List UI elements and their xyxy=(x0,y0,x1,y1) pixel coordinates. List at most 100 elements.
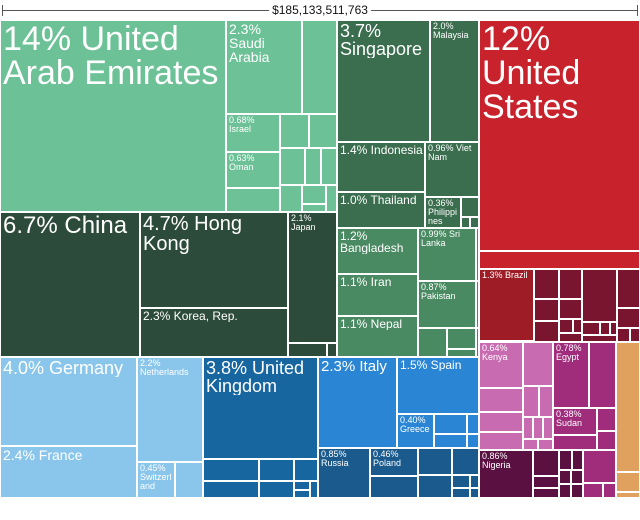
total-value-bar: $185,133,511,763 xyxy=(0,0,640,20)
treemap-cell-label: 2.4% France xyxy=(3,448,83,462)
treemap-cell-unlabeled xyxy=(533,476,559,488)
treemap-cell-0-87-pakistan: 0.87% Pakistan xyxy=(418,281,476,328)
treemap-cell-unlabeled xyxy=(175,462,203,498)
treemap-cell-unlabeled xyxy=(617,269,640,308)
treemap-cell-unlabeled xyxy=(447,328,476,349)
treemap-cell-unlabeled xyxy=(559,450,572,470)
treemap-cell-unlabeled xyxy=(302,204,326,212)
treemap-cell-unlabeled xyxy=(467,414,479,434)
treemap-cell-4-0-germany: 4.0% Germany xyxy=(0,357,137,446)
treemap-cell-unlabeled xyxy=(523,386,539,417)
treemap-cell-unlabeled xyxy=(616,472,640,492)
treemap-cell-unlabeled xyxy=(259,459,294,481)
treemap-cell-unlabeled xyxy=(280,114,309,148)
treemap-cell-label: 2.2% Netherlands xyxy=(140,359,189,377)
treemap-cell-unlabeled xyxy=(309,114,337,148)
treemap-cell-unlabeled xyxy=(589,342,616,408)
treemap-cell-2-3-saudi-arabia: 2.3% Saudi Arabia xyxy=(226,20,302,114)
treemap-cell-unlabeled xyxy=(203,481,259,498)
treemap-cell-unlabeled xyxy=(434,434,467,448)
treemap-cell-unlabeled xyxy=(259,481,294,498)
treemap-cell-label: 0.87% Pakistan xyxy=(421,283,456,301)
treemap-cell-label: 0.38% Sudan xyxy=(556,410,583,428)
treemap-cell-unlabeled xyxy=(310,481,318,498)
treemap-cell-unlabeled xyxy=(571,484,583,498)
treemap-cell-unlabeled xyxy=(616,492,640,498)
treemap-cell-label: 4.0% Germany xyxy=(3,359,124,377)
treemap-cell-unlabeled xyxy=(559,269,582,299)
treemap-cell-4-7-hong-kong: 4.7% Hong Kong xyxy=(140,212,288,308)
treemap-cell-label: 0.78% Egypt xyxy=(556,344,582,362)
treemap-cell-2-0-malaysia: 2.0% Malaysia xyxy=(430,20,479,142)
treemap-cell-unlabeled xyxy=(327,343,337,357)
treemap-cell-label: 0.68% Israel xyxy=(229,116,255,134)
treemap-cell-unlabeled xyxy=(617,328,630,342)
treemap-cell-unlabeled xyxy=(370,476,418,498)
treemap-cell-unlabeled xyxy=(597,408,616,431)
treemap-cell-0-63-oman: 0.63% Oman xyxy=(226,152,280,188)
treemap-cell-0-85-russia: 0.85% Russia xyxy=(318,448,370,498)
treemap-cell-unlabeled xyxy=(559,299,582,319)
treemap-cell-unlabeled xyxy=(305,148,321,185)
treemap-cell-unlabeled xyxy=(582,269,617,322)
treemap-cell-1-0-thailand: 1.0% Thailand xyxy=(337,192,425,228)
treemap-cell-0-64-kenya: 0.64% Kenya xyxy=(479,342,523,388)
treemap-cell-label: 0.63% Oman xyxy=(229,154,255,172)
treemap-cell-unlabeled xyxy=(294,490,310,498)
treemap-cell-unlabeled xyxy=(302,20,337,114)
treemap-cell-1-1-nepal: 1.1% Nepal xyxy=(337,316,418,357)
treemap-cell-unlabeled xyxy=(326,185,337,212)
treemap-cell-unlabeled xyxy=(418,448,452,475)
treemap-cell-unlabeled xyxy=(534,299,559,321)
treemap-cell-unlabeled xyxy=(582,322,600,335)
treemap-cell-unlabeled xyxy=(288,343,327,357)
treemap-cell-unlabeled xyxy=(447,349,476,357)
treemap-cell-6-7-china: 6.7% China xyxy=(0,212,140,357)
treemap-cell-unlabeled xyxy=(534,321,559,342)
treemap-cell-label: 12% United States xyxy=(482,22,581,124)
treemap-cell-unlabeled xyxy=(467,434,479,448)
treemap-cell-unlabeled xyxy=(617,308,640,328)
treemap-cell-0-36-philippines: 0.36% Philippines xyxy=(425,197,461,228)
treemap-cell-unlabeled xyxy=(583,450,616,483)
treemap-cell-unlabeled xyxy=(418,328,447,357)
treemap-cell-unlabeled xyxy=(582,335,617,342)
treemap-cell-unlabeled xyxy=(461,197,479,217)
treemap-cell-unlabeled xyxy=(418,475,452,498)
treemap-cell-unlabeled xyxy=(603,483,616,498)
treemap-cell-2-1-japan: 2.1% Japan xyxy=(288,212,337,343)
treemap-cell-label: 0.85% Russia xyxy=(321,450,349,468)
total-bracket-left-tick xyxy=(2,5,3,16)
treemap-cell-unlabeled xyxy=(479,432,523,450)
treemap-cell-3-8-united-kingdom: 3.8% United Kingdom xyxy=(203,357,318,459)
treemap-cell-unlabeled xyxy=(533,450,559,476)
treemap-cell-unlabeled xyxy=(452,475,470,488)
treemap-cell-unlabeled xyxy=(630,328,640,342)
treemap-cell-0-96-viet-nam: 0.96% Viet Nam xyxy=(425,142,479,197)
treemap-cell-label: 0.36% Philippines xyxy=(428,199,458,226)
treemap-cell-2-2-netherlands: 2.2% Netherlands xyxy=(137,357,203,462)
treemap-cell-unlabeled xyxy=(597,431,616,450)
treemap-cell-label: 1.1% Iran xyxy=(340,276,392,288)
treemap-cell-unlabeled xyxy=(452,488,470,498)
treemap-cell-label: 3.7% Singapore xyxy=(340,22,423,58)
treemap-cell-label: 4.7% Hong Kong xyxy=(143,214,242,254)
treemap-cell-0-45-switzerland: 0.45% Switzerland xyxy=(137,462,175,498)
treemap-cell-unlabeled xyxy=(616,342,640,472)
treemap-cell-unlabeled xyxy=(302,185,326,204)
treemap-cell-0-46-poland: 0.46% Poland xyxy=(370,448,418,476)
treemap-cell-label: 0.40% Greece xyxy=(400,416,430,434)
treemap-cell-label: 1.1% Nepal xyxy=(340,318,403,330)
treemap-cell-label: 0.45% Switzerland xyxy=(140,464,172,491)
treemap-cell-unlabeled xyxy=(600,322,610,335)
treemap-cell-0-78-egypt: 0.78% Egypt xyxy=(553,342,589,408)
treemap-cell-unlabeled xyxy=(280,185,302,212)
treemap-cell-label: 2.1% Japan xyxy=(291,214,316,232)
treemap-cell-label: 3.8% United Kingdom xyxy=(206,359,305,395)
treemap-cell-label: 1.3% Brazil xyxy=(482,271,528,280)
treemap-cell-unlabeled xyxy=(523,417,533,439)
treemap-cell-label: 0.86% Nigeria xyxy=(482,452,511,470)
treemap-cell-0-99-sri-lanka: 0.99% Sri Lanka xyxy=(418,228,476,281)
treemap-cell-unlabeled xyxy=(203,459,259,481)
treemap-cell-unlabeled xyxy=(476,281,479,328)
